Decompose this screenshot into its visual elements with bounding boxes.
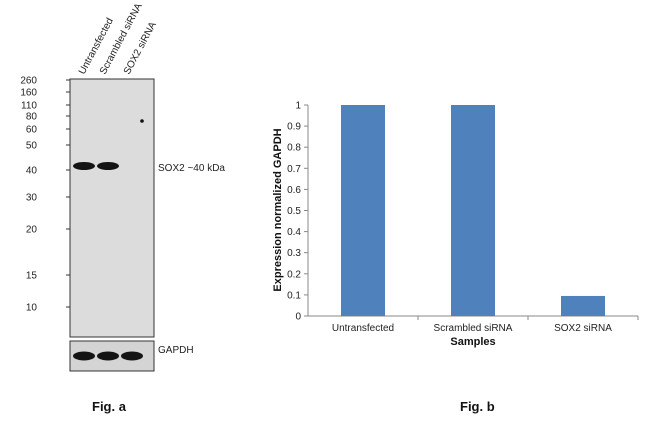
x-tick-label: SOX2 siRNA: [554, 323, 612, 334]
figure-a-caption: Fig. a: [92, 399, 127, 414]
sox2-bands: [73, 162, 139, 170]
y-tick-label: 0.5: [287, 206, 301, 217]
bar-chart-panel: 0 0.1 0.2 0.3 0.4 0.5 0.6 0.7 0.8 0.9 1 Untransfec…: [272, 101, 639, 414]
blot-membrane: [69, 78, 155, 338]
y-axis-ticks: 0 0.1 0.2 0.3 0.4 0.5 0.6 0.7 0.8 0.9 1: [287, 101, 308, 323]
y-tick-label: 0.1: [287, 290, 301, 301]
sox2-band: [73, 162, 95, 170]
gapdh-band: [97, 351, 119, 361]
ladder-label: 160: [20, 88, 37, 99]
ladder-label: 30: [26, 193, 38, 204]
y-tick-label: 0.3: [287, 248, 301, 259]
ladder-label: 110: [21, 101, 37, 112]
y-tick-label: 0.8: [287, 143, 301, 154]
gapdh-bands: [73, 351, 143, 361]
figure-b-caption: Fig. b: [460, 399, 495, 414]
bar: [341, 105, 385, 316]
gapdh-band: [73, 351, 95, 361]
ladder-label: 10: [26, 303, 38, 314]
y-tick-label: 0.2: [287, 269, 301, 280]
y-tick-label: 0.4: [287, 227, 301, 238]
bar: [561, 295, 605, 316]
bar: [451, 105, 495, 316]
ladder-label: 80: [26, 112, 38, 123]
ladder-label: 40: [26, 166, 38, 177]
y-tick-label: 0.6: [287, 185, 301, 196]
sox2-band: [125, 164, 139, 168]
western-blot-panel: Untransfected Scrambled siRNA SOX2 siRNA…: [20, 1, 225, 414]
sox2-band: [97, 162, 119, 170]
ladder-label: 50: [26, 141, 38, 152]
ladder-label: 20: [26, 225, 38, 236]
gapdh-label: GAPDH: [158, 345, 194, 356]
sox2-band-label: SOX2 ~40 kDa: [158, 163, 225, 174]
x-tick-label: Untransfected: [332, 323, 394, 334]
y-tick-label: 0.9: [287, 122, 301, 133]
x-tick-label: Scrambled siRNA: [434, 323, 513, 334]
x-axis-ticks: Untransfected Scrambled siRNA SOX2 siRNA: [332, 316, 639, 334]
ladder-label: 15: [26, 271, 38, 282]
x-axis-title: Samples: [450, 336, 495, 348]
ladder-label: 260: [20, 76, 37, 87]
gapdh-band: [121, 351, 143, 361]
y-axis-title: Expression normalized GAPDH: [272, 128, 284, 291]
membrane-speck: [140, 119, 144, 123]
y-tick-label: 0.7: [287, 164, 301, 175]
y-tick-label: 0: [295, 312, 301, 323]
ladder-label: 60: [26, 125, 38, 136]
bars: [341, 105, 605, 316]
y-tick-label: 1: [295, 101, 301, 112]
